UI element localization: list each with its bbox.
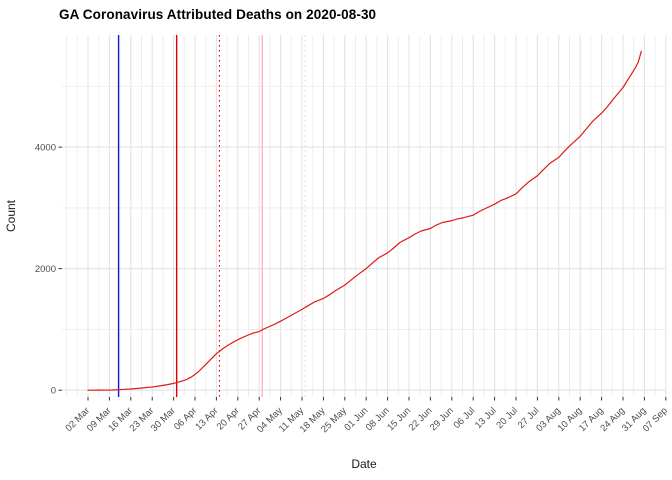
axis-ticks [58, 146, 667, 401]
x-tick-label: 20 Jul [494, 405, 520, 431]
chart-title: GA Coronavirus Attributed Deaths on 2020… [59, 7, 377, 22]
x-tick-label: 20 Apr [215, 405, 242, 432]
deaths-line [87, 50, 642, 391]
x-tick-label: 30 Mar [149, 405, 178, 434]
x-axis-title: Date [351, 457, 377, 471]
x-tick-label: 13 Jul [473, 405, 499, 431]
x-tick-label: 13 Apr [193, 405, 220, 432]
x-tick-label: 07 Sep [641, 405, 670, 434]
y-tick-label: 0 [51, 386, 56, 397]
gridlines [62, 35, 667, 397]
y-axis-title: Count [4, 199, 18, 232]
x-tick-label: 06 Jul [452, 405, 478, 431]
deaths-line-series [87, 50, 642, 391]
event-vlines [117, 35, 306, 397]
y-tick-label: 2000 [35, 264, 56, 275]
x-tick-label: 06 Apr [172, 405, 199, 432]
y-tick-label: 4000 [35, 143, 56, 154]
x-tick-label: 29 Jun [428, 405, 456, 433]
